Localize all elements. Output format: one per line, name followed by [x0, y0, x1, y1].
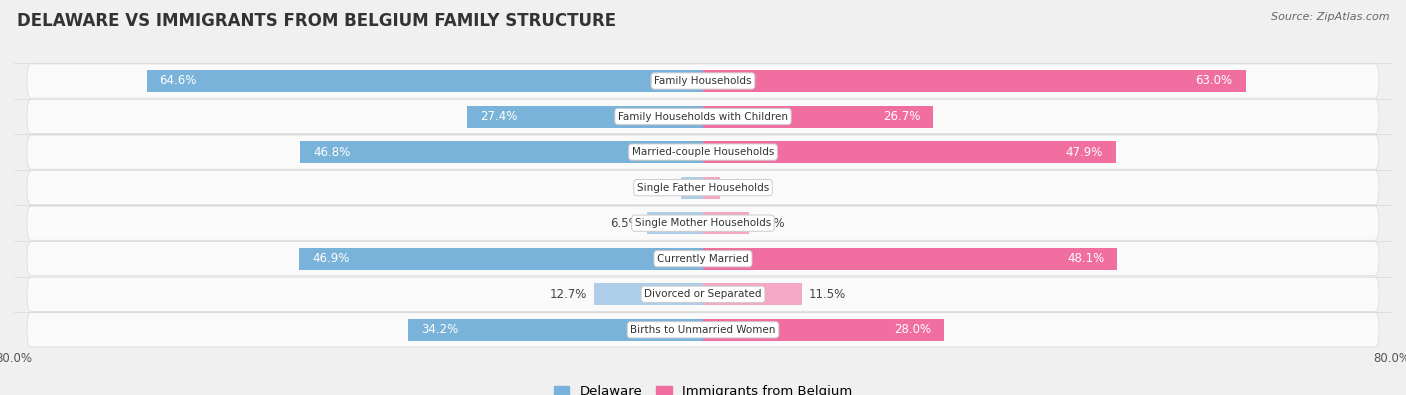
Text: DELAWARE VS IMMIGRANTS FROM BELGIUM FAMILY STRUCTURE: DELAWARE VS IMMIGRANTS FROM BELGIUM FAMI…: [17, 12, 616, 30]
Text: 11.5%: 11.5%: [808, 288, 846, 301]
Text: Currently Married: Currently Married: [657, 254, 749, 264]
Text: 48.1%: 48.1%: [1067, 252, 1104, 265]
Text: Single Father Households: Single Father Households: [637, 182, 769, 193]
Text: 2.0%: 2.0%: [727, 181, 756, 194]
Bar: [703, 177, 720, 199]
Bar: [467, 105, 703, 128]
Text: Married-couple Households: Married-couple Households: [631, 147, 775, 157]
Bar: [409, 319, 703, 341]
FancyBboxPatch shape: [27, 206, 1379, 240]
Text: 2.5%: 2.5%: [645, 181, 675, 194]
Text: 34.2%: 34.2%: [422, 324, 458, 336]
FancyBboxPatch shape: [27, 277, 1379, 311]
Bar: [593, 283, 703, 305]
Bar: [299, 141, 703, 163]
Text: 63.0%: 63.0%: [1195, 75, 1233, 87]
Bar: [703, 283, 801, 305]
FancyBboxPatch shape: [27, 242, 1379, 276]
Bar: [703, 248, 1118, 270]
Bar: [703, 319, 945, 341]
Text: Family Households: Family Households: [654, 76, 752, 86]
FancyBboxPatch shape: [27, 135, 1379, 169]
Text: 6.5%: 6.5%: [610, 217, 640, 229]
Bar: [703, 212, 748, 234]
Text: Single Mother Households: Single Mother Households: [636, 218, 770, 228]
Bar: [299, 248, 703, 270]
Text: 5.3%: 5.3%: [755, 217, 785, 229]
Text: Source: ZipAtlas.com: Source: ZipAtlas.com: [1271, 12, 1389, 22]
Legend: Delaware, Immigrants from Belgium: Delaware, Immigrants from Belgium: [548, 380, 858, 395]
Bar: [146, 70, 703, 92]
Text: Family Households with Children: Family Households with Children: [619, 111, 787, 122]
Text: 28.0%: 28.0%: [894, 324, 931, 336]
Text: 26.7%: 26.7%: [883, 110, 920, 123]
Bar: [703, 105, 934, 128]
Text: Births to Unmarried Women: Births to Unmarried Women: [630, 325, 776, 335]
Bar: [703, 70, 1246, 92]
Bar: [647, 212, 703, 234]
Text: 64.6%: 64.6%: [160, 75, 197, 87]
Text: 27.4%: 27.4%: [479, 110, 517, 123]
FancyBboxPatch shape: [27, 313, 1379, 347]
Bar: [703, 141, 1115, 163]
Text: 47.9%: 47.9%: [1066, 146, 1102, 158]
Text: 46.8%: 46.8%: [314, 146, 350, 158]
Text: Divorced or Separated: Divorced or Separated: [644, 289, 762, 299]
Text: 12.7%: 12.7%: [550, 288, 586, 301]
FancyBboxPatch shape: [27, 100, 1379, 134]
Text: 46.9%: 46.9%: [312, 252, 350, 265]
FancyBboxPatch shape: [27, 64, 1379, 98]
Bar: [682, 177, 703, 199]
FancyBboxPatch shape: [27, 171, 1379, 205]
